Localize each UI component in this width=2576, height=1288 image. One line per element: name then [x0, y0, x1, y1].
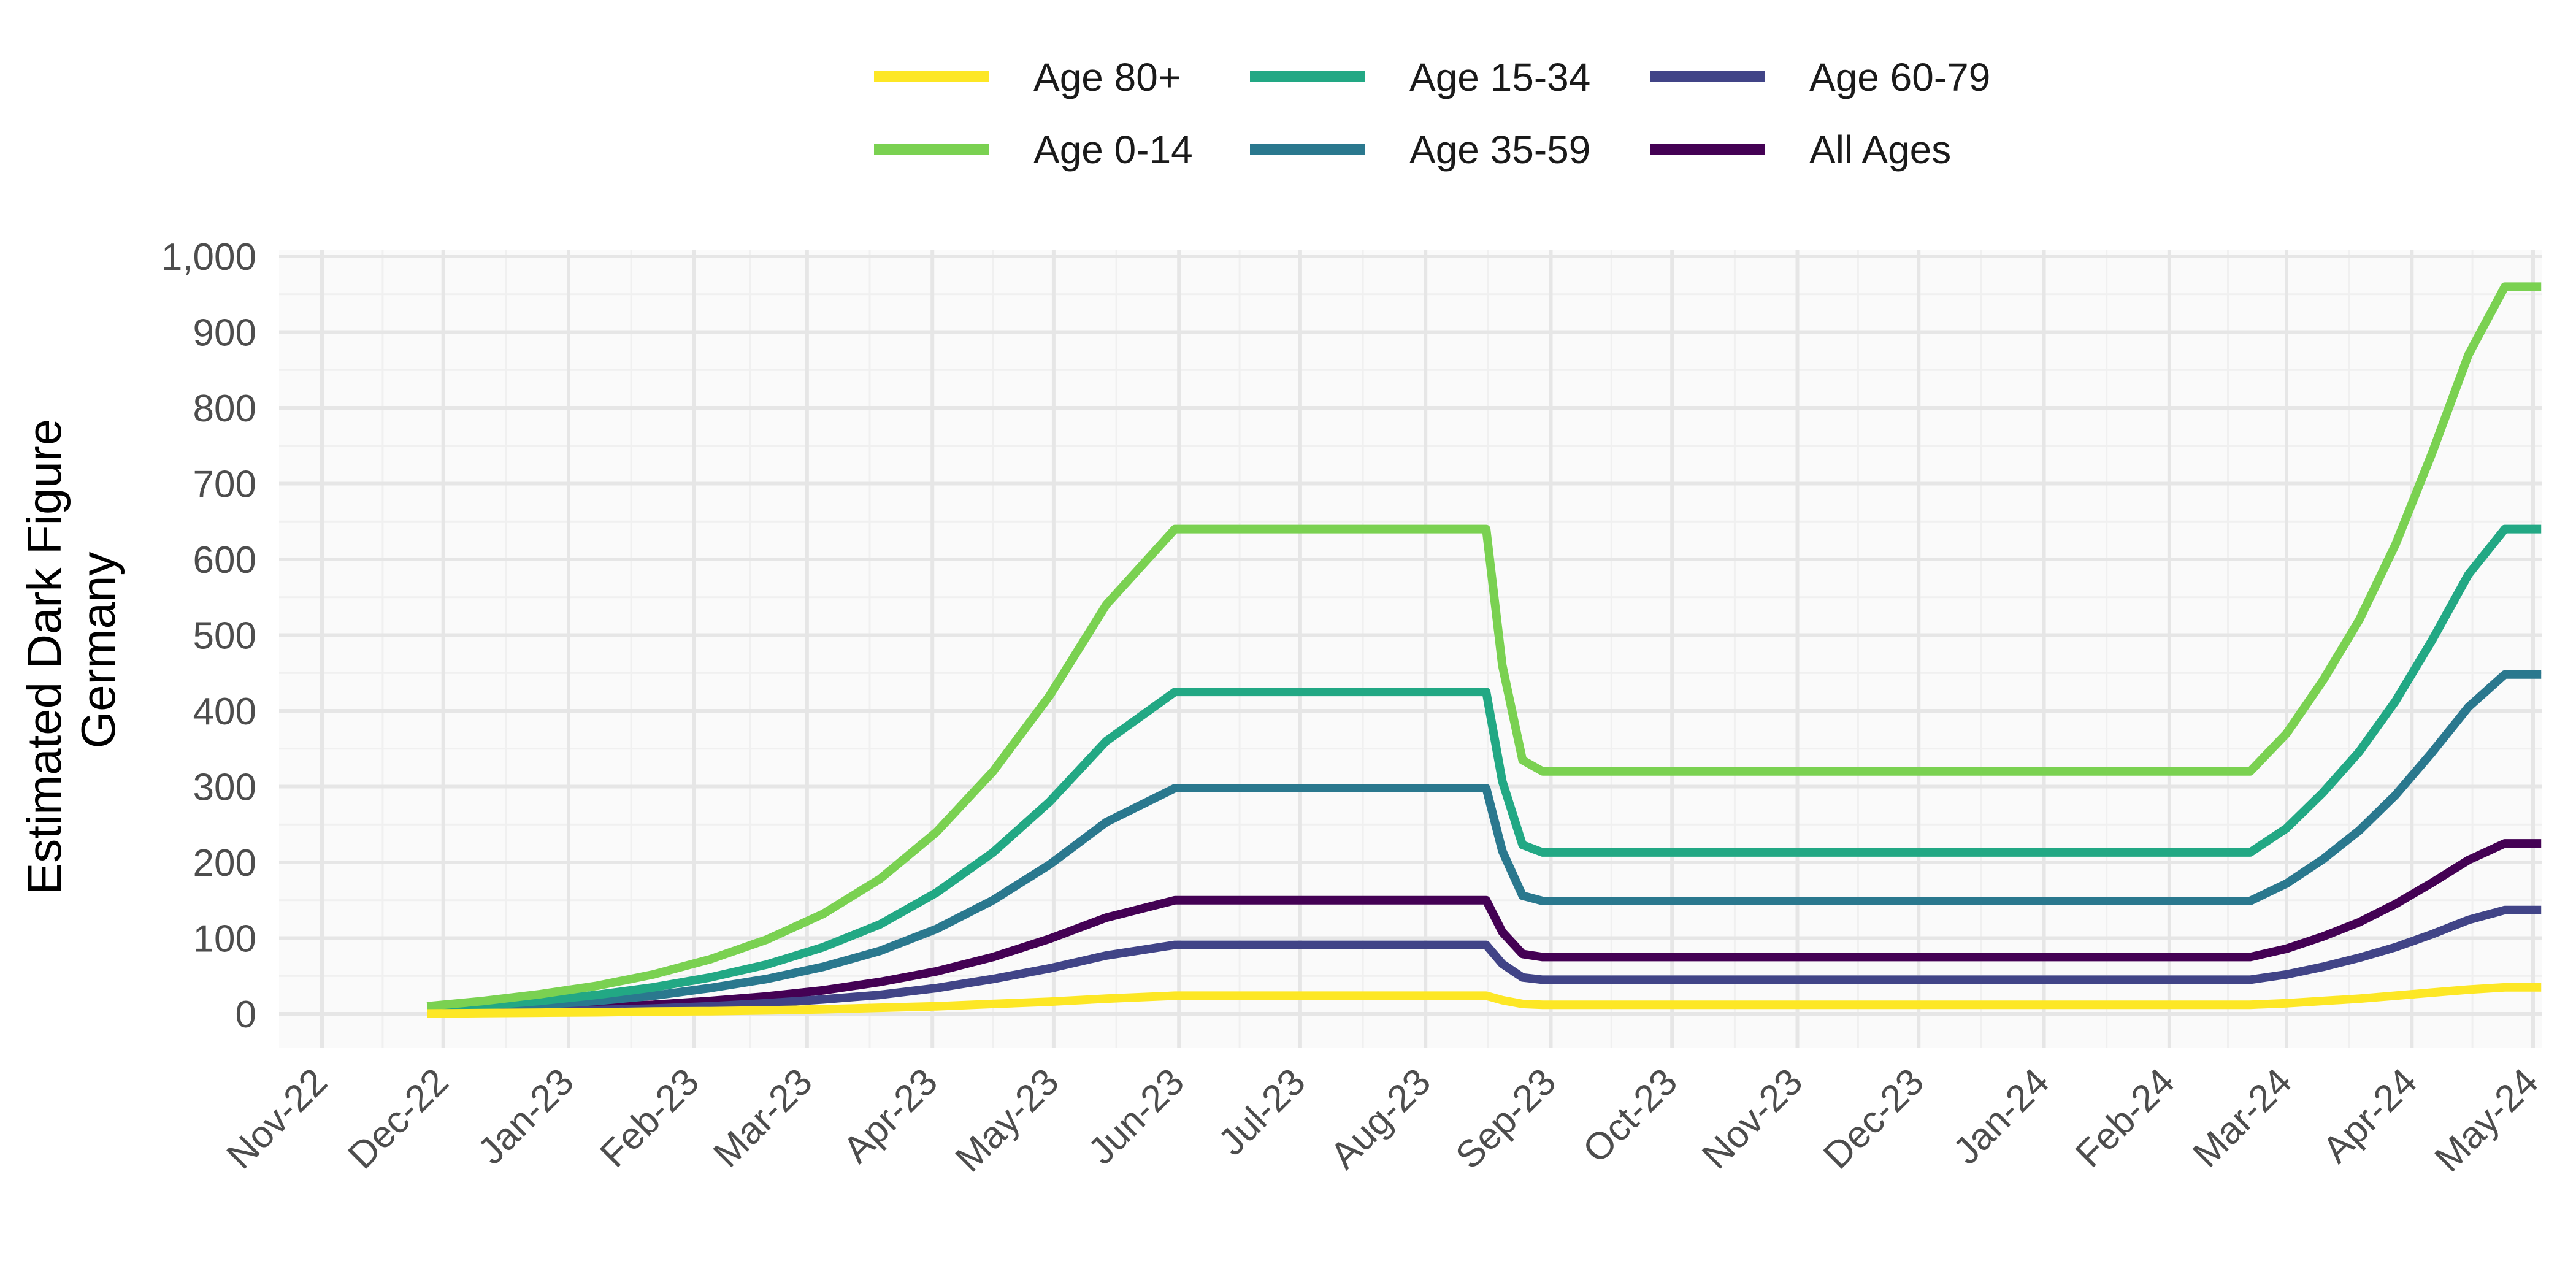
y-tick-label: 0 [236, 994, 256, 1036]
y-axis-title-line-1: Estimated Dark Figure [17, 419, 71, 895]
legend-label: Age 80+ [1033, 55, 1181, 99]
y-tick-label: 100 [193, 918, 256, 960]
legend-label: Age 0-14 [1033, 128, 1193, 172]
x-tick-label: Jul-23 [1211, 1060, 1314, 1163]
series-line-age-0-14 [426, 282, 2542, 1011]
x-tick-label: May-23 [948, 1060, 1067, 1180]
legend-label: Age 15-34 [1409, 55, 1590, 99]
x-tick-label: Jan-23 [470, 1060, 582, 1173]
x-tick-label: Mar-23 [705, 1060, 821, 1176]
x-tick-label: Jan-24 [1945, 1060, 2058, 1173]
y-tick-label: 300 [193, 767, 256, 809]
y-tick-label: 900 [193, 312, 256, 355]
x-tick-label: Oct-23 [1575, 1060, 1685, 1171]
series-line-age-80- [427, 983, 2542, 1018]
x-tick-label: Jun-23 [1080, 1060, 1192, 1173]
y-tick-label: 700 [193, 464, 256, 506]
x-tick-label: May-24 [2427, 1060, 2547, 1180]
x-tick-label: Dec-22 [340, 1060, 456, 1177]
series-line-age-15-34 [427, 524, 2542, 1013]
y-tick-label: 800 [193, 388, 256, 430]
x-tick-label: Nov-23 [1694, 1060, 1811, 1177]
plot-panel [279, 250, 2542, 1048]
legend-label: All Ages [1809, 128, 1951, 172]
series-lines [426, 282, 2542, 1018]
y-tick-label: 400 [193, 691, 256, 733]
y-tick-label: 1,000 [161, 236, 256, 278]
legend-label: Age 35-59 [1409, 128, 1590, 172]
x-tick-label: Sep-23 [1447, 1060, 1564, 1177]
y-axis: 0 100 200 300 400 500 600 700 800 900 1,000 [161, 236, 256, 1036]
y-tick-label: 500 [193, 615, 256, 657]
x-tick-label: Aug-23 [1322, 1060, 1439, 1177]
legend-label: Age 60-79 [1809, 55, 1990, 99]
x-tick-label: Apr-23 [835, 1060, 946, 1171]
x-tick-label: Mar-24 [2185, 1060, 2300, 1176]
y-axis-title-line-2: Germany [71, 552, 125, 749]
grid-lines [279, 250, 2542, 1048]
x-tick-label: Feb-23 [592, 1060, 708, 1176]
legend: Age 80+ Age 15-34 Age 60-79 Age 0-14 Age 35-… [874, 55, 1990, 172]
x-tick-label: Dec-23 [1815, 1060, 1932, 1177]
series-line-all-ages [427, 839, 2542, 1016]
x-tick-label: Nov-22 [219, 1060, 335, 1177]
x-tick-label: Apr-24 [2315, 1060, 2425, 1171]
y-tick-label: 600 [193, 539, 256, 581]
y-tick-label: 200 [193, 842, 256, 884]
series-line-age-35-59 [427, 670, 2542, 1014]
x-tick-label: Feb-24 [2068, 1060, 2183, 1176]
y-axis-title: Estimated Dark Figure Germany [17, 405, 125, 895]
